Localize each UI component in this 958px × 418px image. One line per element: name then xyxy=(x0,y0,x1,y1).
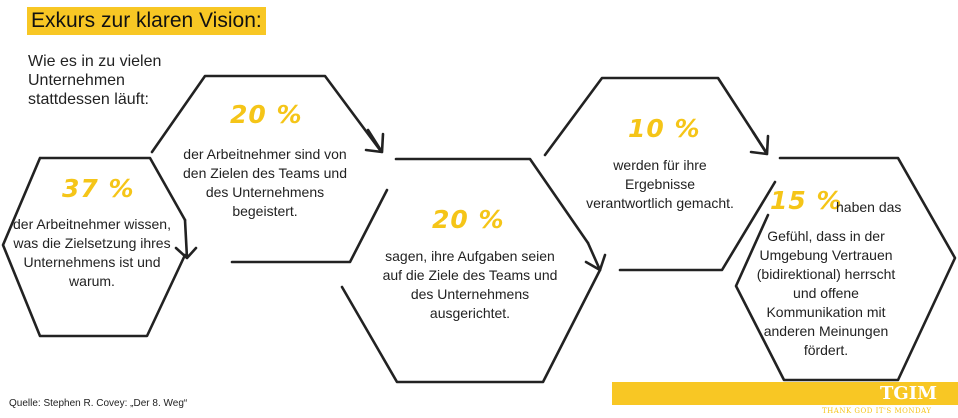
brand-logo: TGIM xyxy=(880,383,938,404)
hexagon-3-outline xyxy=(340,157,602,384)
arrow-3 xyxy=(584,241,607,272)
arrow-2 xyxy=(364,128,385,154)
arrow-4 xyxy=(749,130,770,156)
brand-bar xyxy=(612,382,958,405)
stat-5-lead: haben das xyxy=(836,199,902,215)
subtitle: Wie es in zu vielen Unternehmen stattdes… xyxy=(28,53,162,108)
stat-2-text: der Arbeitnehmer sind von den Zielen des… xyxy=(183,146,347,219)
hexagon-2-outline xyxy=(150,74,389,264)
stat-1-text: der Arbeitnehmer wissen, was die Zielset… xyxy=(13,216,171,289)
stat-4-text: werden für ihre Ergebnisse verantwortlic… xyxy=(586,157,734,211)
stat-3-text: sagen, ihre Aufgaben seien auf die Ziele… xyxy=(382,248,558,321)
hexagon-4-outline xyxy=(543,76,777,272)
stat-3-percent: 20 % xyxy=(432,205,505,234)
stat-2-percent: 20 % xyxy=(230,100,303,129)
brand-tagline: THANK GOD IT'S MONDAY xyxy=(822,407,932,415)
stat-4-percent: 10 % xyxy=(628,114,701,143)
arrow-1 xyxy=(174,218,198,260)
page-title: Exkurs zur klaren Vision: xyxy=(27,7,266,35)
stat-5-text: Gefühl, dass in der Umgebung Vertrauen (… xyxy=(756,228,896,358)
hexagon-1-outline xyxy=(1,156,187,338)
source-note: Quelle: Stephen R. Covey: „Der 8. Weg“ xyxy=(9,398,188,409)
hexagon-5-outline xyxy=(734,156,957,382)
stat-1-percent: 37 % xyxy=(62,174,135,203)
stat-5-percent: 15 % xyxy=(770,186,843,215)
